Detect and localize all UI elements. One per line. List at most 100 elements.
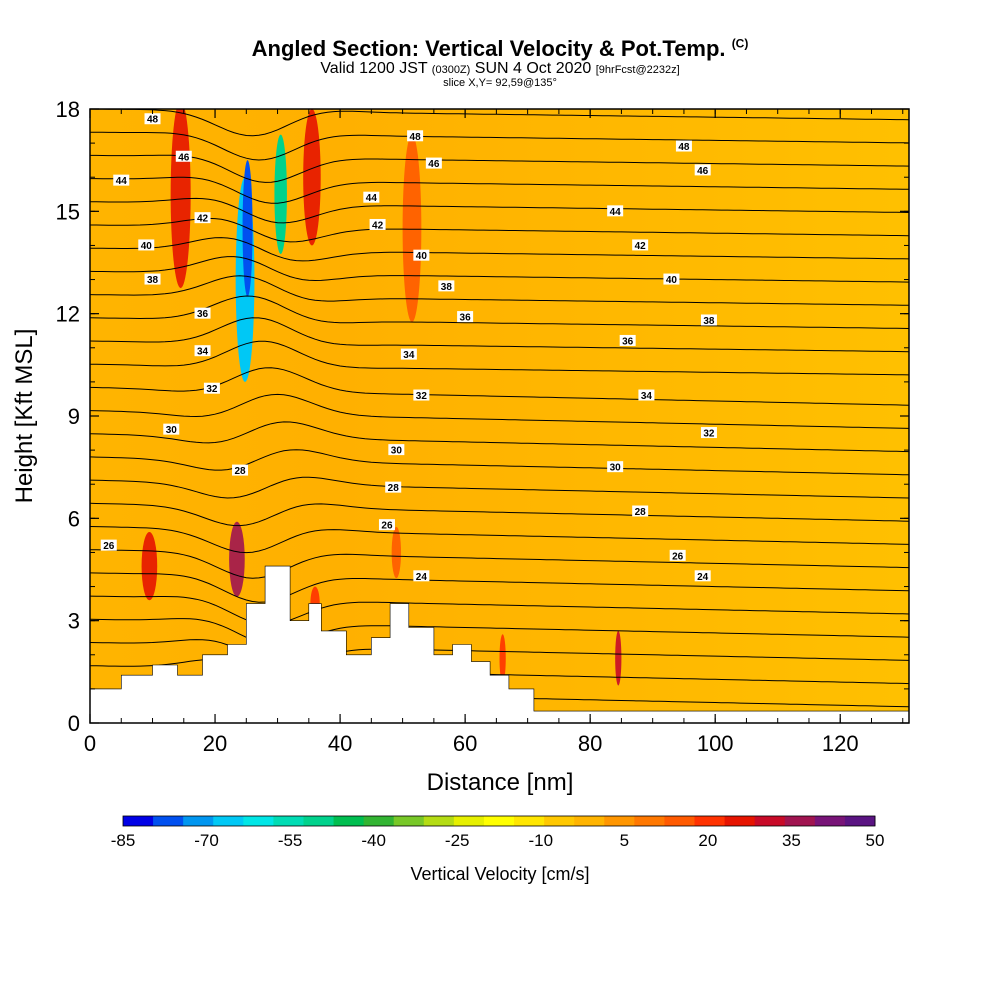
- isentrope-label: 26: [669, 549, 686, 562]
- x-tick-label: 60: [453, 731, 477, 756]
- colorbar-swatch: [694, 816, 726, 826]
- isentrope-label: 46: [425, 157, 442, 170]
- isentrope-label-text: 44: [610, 207, 622, 218]
- isentrope-line-18: [90, 256, 909, 283]
- isentrope-label: 26: [378, 519, 395, 532]
- isentrope-label-text: 44: [116, 176, 128, 187]
- colorbar-swatch: [213, 816, 244, 826]
- isentrope-label: 42: [632, 239, 649, 252]
- colorbar-label: -70: [194, 831, 219, 850]
- isentrope-line-4: [90, 595, 909, 625]
- isentrope-label: 40: [663, 273, 680, 286]
- downdraft-2: [274, 134, 287, 254]
- isentrope-label: 28: [385, 481, 402, 494]
- isentrope-label-text: 24: [697, 572, 709, 583]
- isentrope-label-text: 26: [672, 551, 684, 562]
- isentrope-label: 48: [144, 113, 161, 126]
- isentrope-line-15: [90, 317, 909, 353]
- isentrope-label-text: 46: [428, 159, 440, 170]
- isentrope-label-text: 32: [206, 384, 218, 395]
- updraft-7: [391, 526, 402, 579]
- isentrope-line-9: [90, 476, 909, 499]
- colorbar-label: 20: [698, 831, 717, 850]
- isentrope-label-text: 40: [141, 241, 153, 252]
- isentrope-label: 36: [457, 311, 474, 324]
- isentrope-label-text: 42: [197, 214, 209, 225]
- isentrope-label-text: 32: [703, 429, 715, 440]
- isentrope-label-text: 48: [147, 115, 159, 126]
- isentrope-label-text: 28: [635, 507, 647, 518]
- colorbar-label: 35: [782, 831, 801, 850]
- colorbar-swatch: [514, 816, 545, 826]
- colorbar-swatch: [183, 816, 214, 826]
- isentrope-label: 26: [100, 539, 117, 552]
- isentrope-label-text: 28: [388, 483, 400, 494]
- colorbar-label: -10: [528, 831, 553, 850]
- colorbar-label: -85: [111, 831, 136, 850]
- isentrope-line-3: [90, 618, 909, 646]
- colorbar-swatch: [483, 816, 515, 826]
- isentrope-label-text: 40: [416, 251, 428, 262]
- x-tick-label: 80: [578, 731, 602, 756]
- isentrope-line-23: [90, 154, 909, 183]
- colorbar-label: 5: [620, 831, 629, 850]
- isentrope-label: 28: [632, 505, 649, 518]
- isentrope-label: 28: [232, 464, 249, 477]
- isentrope-line-11: [90, 421, 909, 453]
- isentrope-line-10: [90, 449, 909, 476]
- colorbar-swatch: [123, 816, 154, 826]
- isentrope-label-text: 38: [147, 275, 159, 286]
- isentrope-label-text: 30: [610, 463, 622, 474]
- y-tick-label: 12: [56, 302, 80, 327]
- y-tick-label: 9: [68, 404, 80, 429]
- isentrope-label-text: 42: [635, 241, 647, 252]
- isentrope-label: 40: [138, 239, 155, 252]
- isentrope-label-text: 26: [103, 541, 115, 552]
- isentrope-label: 24: [413, 570, 430, 583]
- y-tick-label: 15: [56, 199, 80, 224]
- isentrope-label: 42: [194, 212, 211, 225]
- isentrope-label-text: 36: [460, 313, 472, 324]
- updraft-1: [303, 109, 321, 246]
- colorbar: -85 -70 -55 -40 -25 -10 5 20 35 50: [111, 815, 885, 850]
- colorbar-swatch: [634, 816, 665, 826]
- isentrope-line-21: [90, 197, 909, 224]
- colorbar-label: -40: [361, 831, 386, 850]
- chart-title: Angled Section: Vertical Velocity & Pot.…: [251, 36, 749, 61]
- isentrope-label-text: 26: [381, 521, 393, 532]
- colorbar-swatch: [243, 816, 274, 826]
- terrain-mask: [90, 565, 909, 723]
- isentrope-line-12: [90, 393, 909, 429]
- isentrope-label-text: 48: [410, 132, 422, 143]
- updraft-3: [141, 531, 158, 601]
- isentrope-line-7: [90, 526, 909, 554]
- colorbar-swatch: [303, 816, 335, 826]
- isentrope-label: 32: [203, 382, 220, 395]
- colorbar-swatch: [363, 816, 395, 826]
- isentrope-label: 44: [363, 191, 380, 204]
- isentrope-line-24: [90, 131, 909, 161]
- isentrope-label: 46: [175, 150, 192, 163]
- isentrope-label: 48: [675, 140, 692, 153]
- x-tick-label: 40: [328, 731, 352, 756]
- isentrope-line-19: [90, 237, 909, 262]
- colorbar-swatch: [784, 816, 816, 826]
- isentrope-label-text: 32: [416, 391, 428, 402]
- y-tick-label: 0: [68, 711, 80, 736]
- isentrope-label-text: 28: [234, 466, 246, 477]
- isentrope-line-17: [90, 275, 909, 306]
- y-tick-label: 6: [68, 506, 80, 531]
- isentrope-label-text: 30: [391, 446, 403, 457]
- x-tick-label: 20: [203, 731, 227, 756]
- updraft-2: [402, 134, 422, 323]
- isentrope-label: 48: [407, 130, 424, 143]
- isentrope-label: 30: [163, 423, 180, 436]
- updraft-5: [615, 630, 622, 686]
- chart-subtitle: Valid 1200 JST (0300Z) SUN 4 Oct 2020 [9…: [320, 60, 680, 77]
- colorbar-swatch: [333, 816, 365, 826]
- colorbar-label: 50: [866, 831, 885, 850]
- isentrope-line-16: [90, 295, 909, 329]
- colorbar-swatch: [814, 816, 846, 826]
- isentrope-label: 24: [694, 570, 711, 583]
- colorbar-swatch: [574, 816, 605, 826]
